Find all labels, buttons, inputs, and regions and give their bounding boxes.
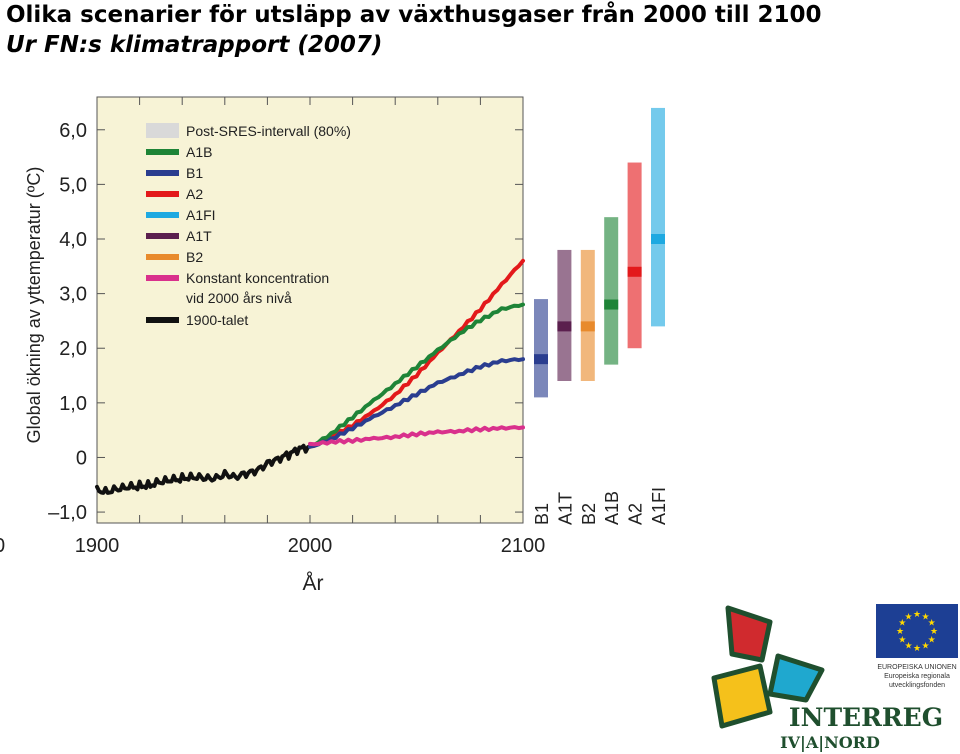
legend-label: B1 [186, 165, 203, 181]
series-line-1900s [95, 443, 312, 495]
eu-flag [876, 604, 958, 658]
eu-star: ★ [928, 636, 936, 646]
legend-label: B2 [186, 249, 203, 265]
legend-label: vid 2000 års nivå [186, 290, 292, 306]
legend-swatch-b1 [146, 170, 179, 176]
eu-star: ★ [898, 619, 906, 629]
eu-star: ★ [896, 627, 904, 637]
x-tick-label: 2100 [501, 535, 546, 557]
eu-star: ★ [898, 636, 906, 646]
chart-title: Olika scenarier för utsläpp av växthusga… [6, 2, 822, 28]
y-tick-label: 2,0 [59, 338, 87, 360]
eu-star: ★ [913, 610, 921, 620]
eu-star: ★ [930, 627, 938, 637]
x-axis-label: År [303, 572, 324, 595]
range-best-a1fi [651, 234, 665, 244]
legend-swatch-constant [146, 275, 179, 281]
series-line-constant [308, 425, 525, 447]
plot-area [96, 96, 524, 524]
range-bar-b2 [580, 249, 595, 381]
legend-swatch-a1b [146, 149, 179, 155]
legend-swatch-b2 [146, 254, 179, 260]
y-tick-label: 4,0 [59, 229, 87, 251]
range-best-b2 [580, 321, 595, 332]
legend-swatch-1900s [146, 317, 179, 323]
interreg-petal-red [725, 605, 773, 663]
range-bar-a1t [557, 249, 572, 381]
legend-label: Post-SRES-intervall (80%) [186, 123, 351, 139]
y-tick-label: 6,0 [59, 120, 87, 142]
interreg-petal-blue [767, 653, 825, 703]
legend-swatch-a1t [146, 233, 179, 239]
eu-star: ★ [904, 642, 912, 652]
y-tick-label: 1,0 [59, 393, 87, 415]
interreg-wordmark: INTERREG [789, 703, 943, 732]
x-tick-label: 1900 [75, 535, 120, 557]
range-label: B1 [532, 503, 552, 525]
eu-star: ★ [904, 612, 912, 622]
y-axis-label: Global ökning av yttemperatur (ºC) [24, 167, 44, 444]
chart-subtitle: Ur FN:s klimatrapport (2007) [6, 32, 383, 58]
range-best-a1b [604, 299, 619, 310]
eu-star: ★ [913, 644, 921, 654]
y-tick-label: 0 [76, 447, 87, 469]
range-label: B2 [579, 503, 599, 525]
legend-label: A1B [186, 144, 212, 160]
interreg-petal-yellow [711, 663, 773, 729]
legend-swatch-post_sres [146, 123, 179, 138]
eu-star: ★ [921, 642, 929, 652]
series-line-a1b [308, 302, 525, 449]
y-tick-label: –1,0 [48, 502, 87, 524]
series-line-b1 [308, 357, 525, 449]
range-label: A1T [555, 492, 575, 525]
y-tick-label: 3,0 [59, 284, 87, 306]
legend-label: A1T [186, 228, 212, 244]
legend-swatch-a1fi [146, 212, 179, 218]
range-bar-b1 [534, 299, 548, 398]
range-bar-a1b [604, 217, 619, 365]
legend-swatch-a2 [146, 191, 179, 197]
legend-label: A1FI [186, 207, 216, 223]
range-label: A2 [626, 503, 646, 525]
x-tick-label: 2000 [288, 535, 333, 557]
range-bar-a2 [627, 162, 642, 349]
legend-label: A2 [186, 186, 203, 202]
eu-caption: Europeiska regionala [884, 673, 950, 680]
y-tick-label: 5,0 [59, 174, 87, 196]
range-best-a1t [557, 321, 572, 332]
legend-label: Konstant koncentration [186, 270, 329, 286]
eu-star: ★ [921, 612, 929, 622]
range-label: A1B [602, 491, 622, 525]
range-label: A1FI [649, 487, 669, 525]
legend-label: 1900-talet [186, 312, 248, 328]
range-best-b1 [534, 354, 548, 365]
eu-logo: ★★★★★★★★★ ★ ★★EUROPEISKA UNIONENEuropeiska… [876, 604, 958, 689]
x-tick-label-edge: 0 [0, 535, 5, 557]
range-bar-a1fi [651, 107, 665, 327]
eu-caption: utvecklingsfonden [889, 682, 945, 689]
eu-star: ★ [928, 619, 936, 629]
interreg-subtitle: IV|A|NORD [780, 733, 880, 752]
range-best-a2 [627, 266, 642, 277]
eu-caption: EUROPEISKA UNIONEN [877, 664, 956, 671]
